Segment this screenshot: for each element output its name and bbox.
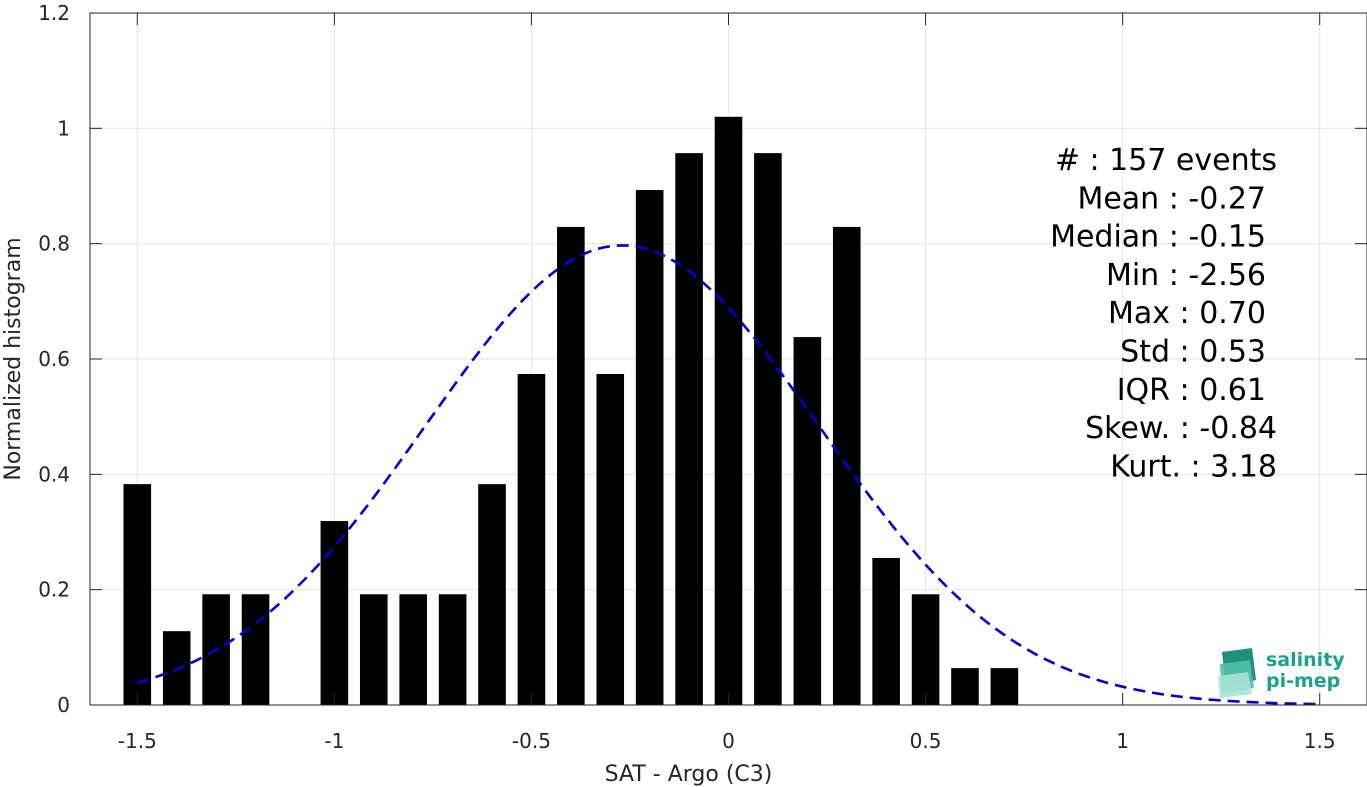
x-tick-label: -1 [324, 729, 344, 753]
tick-marks [90, 12, 1367, 706]
y-tick-label: 1.2 [38, 1, 70, 25]
salinity-pi-mep-logo: salinity pi-mep [1218, 648, 1345, 698]
histogram-bar [911, 594, 940, 705]
histogram-bar [635, 190, 664, 705]
y-tick-label: 0.4 [38, 462, 70, 486]
stat-line: Skew. : -0.84 [1085, 411, 1277, 446]
logo-line1: salinity [1266, 649, 1345, 671]
normal-fit-curve [136, 244, 1320, 706]
y-tick-label: 0.2 [38, 578, 70, 602]
y-tick-labels: 0 0.2 0.4 0.6 0.8 1 1.2 [38, 1, 70, 717]
histogram-bar [438, 594, 467, 705]
x-tick-label: -0.5 [512, 729, 551, 753]
histogram-bar [872, 557, 900, 705]
histogram-bar [990, 668, 1019, 705]
x-axis-label: SAT - Argo (C3) [605, 762, 773, 787]
histogram-bar [517, 373, 546, 705]
stat-line: Std : 0.53 [1120, 335, 1266, 370]
histogram-bar [241, 594, 270, 705]
logo-waves-icon [1218, 648, 1256, 698]
histogram-bar [123, 484, 152, 705]
y-tick-label: 0.8 [38, 232, 70, 256]
stat-line: # : 157 events [1055, 143, 1277, 178]
histogram-bar [754, 153, 782, 705]
stat-line: Min : -2.56 [1106, 258, 1266, 293]
y-tick-label: 0 [57, 693, 70, 717]
y-tick-label: 0.6 [38, 347, 70, 371]
stat-line: Max : 0.70 [1108, 296, 1266, 331]
histogram-bar [714, 116, 743, 706]
logo-line2: pi-mep [1266, 670, 1340, 692]
bars-group [123, 116, 1019, 706]
y-axis-label: Normalized histogram [1, 237, 26, 480]
histogram-bar [399, 594, 427, 705]
stat-line: Median : -0.15 [1050, 220, 1266, 255]
histogram-bar [557, 226, 585, 705]
stat-line: Kurt. : 3.18 [1110, 449, 1277, 484]
histogram-bar [675, 153, 703, 705]
x-tick-label: -1.5 [118, 729, 157, 753]
histogram-bar [478, 484, 506, 705]
stat-line: IQR : 0.61 [1117, 373, 1266, 408]
histogram-bar [951, 668, 979, 705]
histogram-bar [596, 373, 625, 705]
histogram-bar [359, 594, 388, 705]
stat-line: Mean : -0.27 [1077, 181, 1266, 216]
x-tick-label: 0.5 [910, 729, 942, 753]
x-tick-labels: -1.5 -1 -0.5 0 0.5 1 1.5 [118, 729, 1336, 753]
histogram-bar [793, 337, 822, 705]
x-tick-label: 0 [722, 729, 735, 753]
x-tick-label: 1.5 [1304, 729, 1336, 753]
histogram-bar [320, 521, 349, 705]
x-tick-label: 1 [1116, 729, 1129, 753]
y-tick-label: 1 [57, 116, 70, 140]
